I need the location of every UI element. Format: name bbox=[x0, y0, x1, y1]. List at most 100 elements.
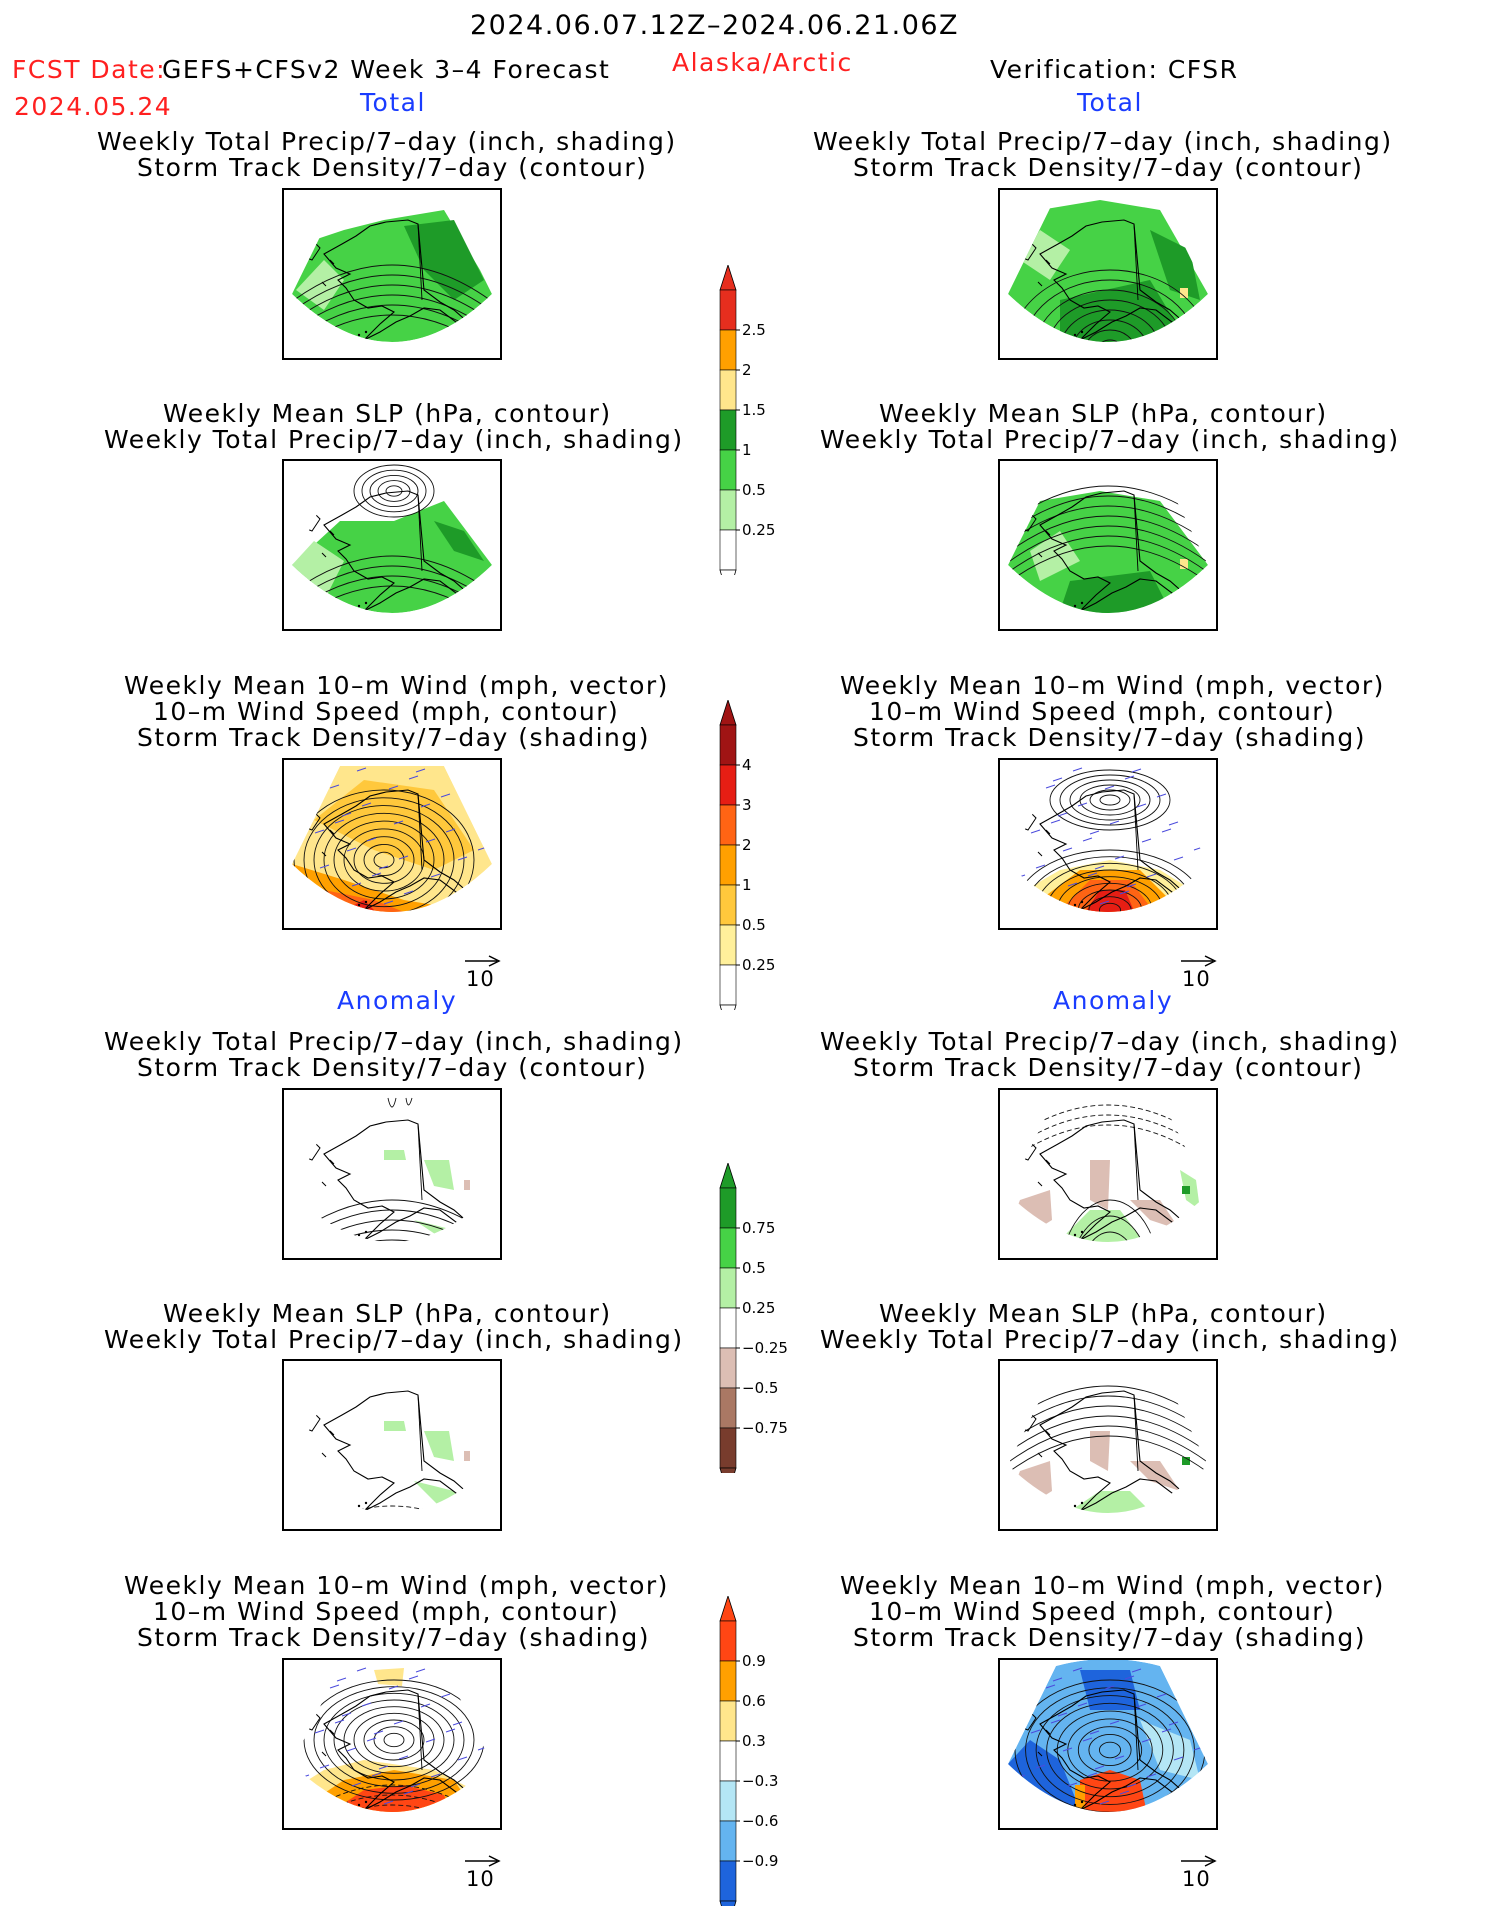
colorbar-swatch bbox=[719, 884, 737, 926]
model-title: GEFS+CFSv2 Week 3–4 Forecast bbox=[162, 55, 611, 84]
colorbar-tick-label: 0.5 bbox=[742, 916, 766, 934]
map-panel bbox=[282, 459, 502, 631]
panel-title-l4a: Weekly Total Precip/7–day (inch, shading… bbox=[104, 1027, 684, 1056]
vector-scale-label: 10 bbox=[1182, 967, 1211, 991]
panel-title-r6a: Weekly Mean 10–m Wind (mph, vector) bbox=[840, 1571, 1385, 1600]
colorbar-tick-label: −0.25 bbox=[742, 1339, 788, 1357]
colorbar-swatch bbox=[719, 1267, 737, 1309]
map-panel bbox=[998, 459, 1218, 631]
colorbar-swatch bbox=[719, 449, 737, 491]
colorbar-tick-label: 1 bbox=[742, 876, 752, 894]
map-svg bbox=[1008, 1660, 1208, 1812]
colorbar-precip-total: 2.5 2 1.5 1 0.5 0.25 bbox=[718, 263, 808, 600]
colorbar-tick-label: −0.9 bbox=[742, 1852, 778, 1870]
map-panel bbox=[282, 1658, 502, 1830]
map-panel bbox=[998, 1359, 1218, 1531]
colorbar-swatch bbox=[719, 409, 737, 451]
fcst-date-label: FCST Date: bbox=[12, 55, 167, 84]
panel-title-l5b: Weekly Total Precip/7–day (inch, shading… bbox=[104, 1325, 684, 1354]
panel-title-l6c: Storm Track Density/7–day (shading) bbox=[137, 1623, 650, 1652]
colorbar-swatch bbox=[719, 1700, 737, 1742]
verification-title: Verification: CFSR bbox=[990, 55, 1239, 84]
map-panel bbox=[998, 188, 1218, 360]
colorbar-cap bbox=[719, 1594, 737, 1622]
colorbar-svg: 2.5 2 1.5 1 0.5 0.25 bbox=[719, 263, 775, 600]
colorbar-tick-label: 0.5 bbox=[742, 1259, 766, 1277]
colorbar-swatch bbox=[719, 1427, 737, 1469]
panel-title-l3b: 10–m Wind Speed (mph, contour) bbox=[153, 697, 620, 726]
map-panel bbox=[282, 188, 502, 360]
map-panel bbox=[998, 758, 1218, 930]
map-svg bbox=[292, 464, 492, 613]
colorbar-tick-label: 4 bbox=[742, 756, 752, 774]
map-panel bbox=[998, 1658, 1218, 1830]
colorbar-swatch bbox=[719, 924, 737, 966]
colorbar-swatch bbox=[719, 1860, 737, 1902]
panel-title-l5a: Weekly Mean SLP (hPa, contour) bbox=[163, 1299, 612, 1328]
colorbar-swatch bbox=[719, 1660, 737, 1702]
colorbar-swatch bbox=[719, 764, 737, 806]
panel-title-l1b: Storm Track Density/7–day (contour) bbox=[137, 153, 648, 182]
panel-title-l6b: 10–m Wind Speed (mph, contour) bbox=[153, 1597, 620, 1626]
panel-title-l6a: Weekly Mean 10–m Wind (mph, vector) bbox=[124, 1571, 669, 1600]
panel-title-l2b: Weekly Total Precip/7–day (inch, shading… bbox=[104, 425, 684, 454]
panel-title-r5b: Weekly Total Precip/7–day (inch, shading… bbox=[820, 1325, 1400, 1354]
panel-title-r2b: Weekly Total Precip/7–day (inch, shading… bbox=[820, 425, 1400, 454]
panel-title-l2a: Weekly Mean SLP (hPa, contour) bbox=[163, 399, 612, 428]
colorbar-tick-label: 2 bbox=[742, 836, 752, 854]
map-panel bbox=[282, 758, 502, 930]
colorbar-storm-anom: 0.9 0.6 0.3 −0.3 −0.6 −0.9 bbox=[718, 1594, 808, 1925]
colorbar-tick-label: 2.5 bbox=[742, 321, 766, 339]
colorbar-tick-label: 0.3 bbox=[742, 1732, 766, 1750]
date-range-title: 2024.06.07.12Z–2024.06.21.06Z bbox=[470, 10, 960, 41]
map-svg bbox=[293, 1390, 491, 1513]
colorbar-swatch bbox=[719, 844, 737, 886]
colorbar-svg: 0.75 0.5 0.25 −0.25 −0.5 −0.75 bbox=[719, 1161, 788, 1498]
colorbar-swatch bbox=[719, 1187, 737, 1229]
colorbar-swatch bbox=[719, 369, 737, 411]
colorbar-tick-label: 0.6 bbox=[742, 1692, 766, 1710]
colorbar-tick-label: 0.25 bbox=[742, 521, 775, 539]
colorbar-swatch bbox=[719, 1780, 737, 1822]
colorbar-swatch bbox=[719, 1347, 737, 1389]
colorbar-tick-label: 0.25 bbox=[742, 956, 775, 974]
panel-title-r3c: Storm Track Density/7–day (shading) bbox=[853, 723, 1366, 752]
colorbar-cap bbox=[719, 1900, 737, 1925]
colorbar-svg: 0.9 0.6 0.3 −0.3 −0.6 −0.9 bbox=[719, 1594, 778, 1925]
section-anomaly-right: Anomaly bbox=[1053, 986, 1174, 1015]
colorbar-swatch bbox=[719, 289, 737, 331]
colorbar-svg: 4 3 2 1 0.5 0.25 bbox=[719, 698, 775, 1035]
colorbar-swatch bbox=[719, 529, 737, 571]
map-svg bbox=[1008, 1104, 1207, 1242]
vector-scale-label: 10 bbox=[466, 1867, 495, 1891]
panel-title-l1a: Weekly Total Precip/7–day (inch, shading… bbox=[97, 127, 677, 156]
map-svg bbox=[292, 210, 492, 342]
panel-title-r4b: Storm Track Density/7–day (contour) bbox=[853, 1053, 1364, 1082]
colorbar-cap bbox=[719, 263, 737, 291]
panel-title-l3c: Storm Track Density/7–day (shading) bbox=[137, 723, 650, 752]
panel-title-r3a: Weekly Mean 10–m Wind (mph, vector) bbox=[840, 671, 1385, 700]
colorbar-swatch bbox=[719, 724, 737, 766]
panel-title-r1a: Weekly Total Precip/7–day (inch, shading… bbox=[813, 127, 1393, 156]
map-panel bbox=[998, 1088, 1218, 1260]
vector-scale-arrow-icon bbox=[1181, 1855, 1217, 1867]
colorbar-tick-label: −0.6 bbox=[742, 1812, 778, 1830]
colorbar-tick-label: 0.25 bbox=[742, 1299, 775, 1317]
vector-scale-label: 10 bbox=[1182, 1867, 1211, 1891]
panel-title-r6c: Storm Track Density/7–day (shading) bbox=[853, 1623, 1366, 1652]
panel-title-l4b: Storm Track Density/7–day (contour) bbox=[137, 1053, 648, 1082]
colorbar-swatch bbox=[719, 1307, 737, 1349]
map-svg bbox=[1008, 485, 1208, 613]
colorbar-swatch bbox=[719, 964, 737, 1006]
colorbar-tick-label: 3 bbox=[742, 796, 752, 814]
vector-scale-arrow-icon bbox=[1181, 955, 1217, 967]
colorbar-swatch bbox=[719, 489, 737, 531]
map-panel bbox=[282, 1088, 502, 1260]
colorbar-tick-label: 0.5 bbox=[742, 481, 766, 499]
colorbar-tick-label: 1 bbox=[742, 441, 752, 459]
colorbar-tick-label: 2 bbox=[742, 361, 752, 379]
map-svg bbox=[1008, 766, 1208, 912]
colorbar-swatch bbox=[719, 1820, 737, 1862]
panel-title-r6b: 10–m Wind Speed (mph, contour) bbox=[869, 1597, 1336, 1626]
map-svg bbox=[1008, 200, 1208, 342]
